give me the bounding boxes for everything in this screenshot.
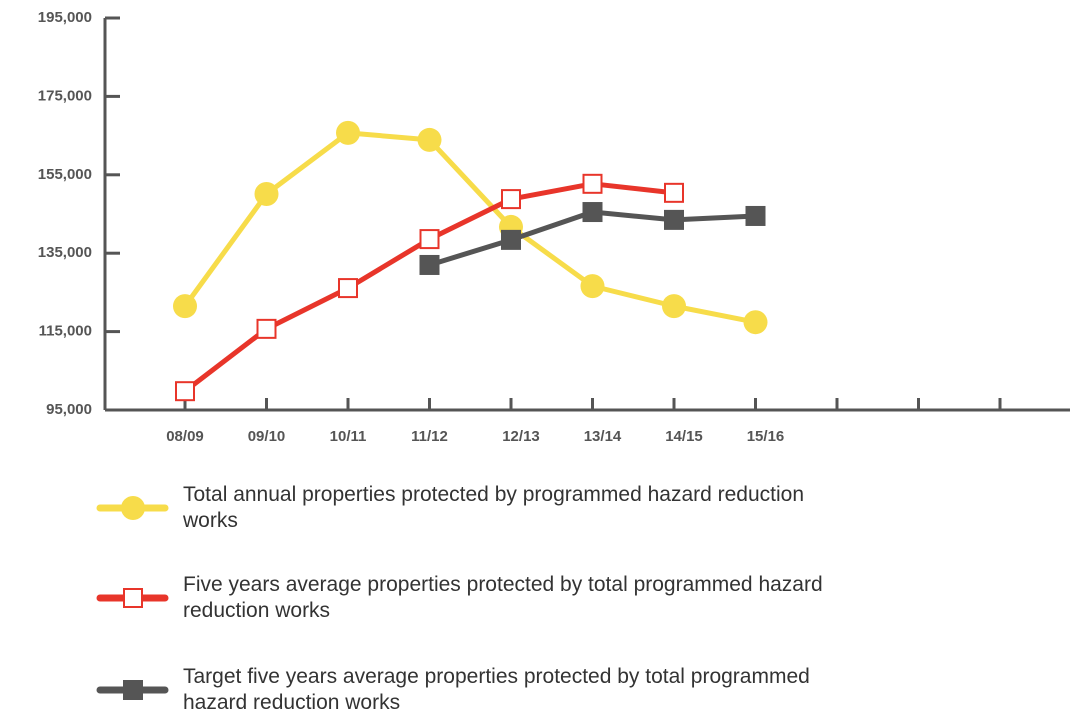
x-tick-label: 15/16 (747, 428, 785, 445)
marker (419, 229, 440, 250)
marker (336, 120, 360, 145)
marker (501, 189, 521, 210)
legend-label: Total annual properties protected by pro… (183, 483, 805, 532)
x-tick-label: 13/14 (584, 428, 622, 445)
x-tick-label: 11/12 (411, 428, 448, 445)
marker (582, 173, 603, 194)
marker (582, 202, 603, 223)
marker (662, 294, 686, 319)
marker (664, 182, 684, 203)
marker (338, 278, 358, 299)
x-tick-label: 10/11 (330, 428, 367, 445)
marker (173, 294, 197, 319)
y-tick-label: 135,000 (38, 244, 92, 261)
marker (123, 680, 143, 700)
legend-label: Five years average properties protected … (183, 573, 823, 622)
y-tick-label: 195,000 (38, 9, 92, 26)
y-tick-label: 115,000 (39, 323, 92, 340)
x-tick-label: 12/13 (502, 428, 540, 445)
marker (123, 588, 143, 608)
series-line (182, 130, 756, 325)
marker (580, 274, 605, 299)
legend-label: Target five years average properties pro… (183, 665, 810, 714)
legend-markers (96, 496, 169, 700)
marker (121, 496, 145, 520)
marker (419, 254, 440, 275)
marker (256, 318, 277, 339)
x-tick-label: 14/15 (665, 428, 703, 445)
marker (254, 182, 279, 207)
marker (175, 381, 195, 402)
y-tick-label: 175,000 (38, 87, 92, 104)
x-tick-label: 08/09 (166, 428, 204, 445)
x-tick-label: 09/10 (248, 428, 286, 445)
y-tick-label: 155,000 (38, 166, 92, 183)
marker (745, 205, 766, 226)
marker (501, 229, 521, 250)
marker (664, 209, 684, 230)
marker (417, 127, 442, 152)
chart: 95,000 115,000 135,000 155,000 175,000 195,00… (38, 9, 1070, 445)
marker (743, 310, 768, 335)
y-tick-label: 95,000 (46, 401, 92, 418)
